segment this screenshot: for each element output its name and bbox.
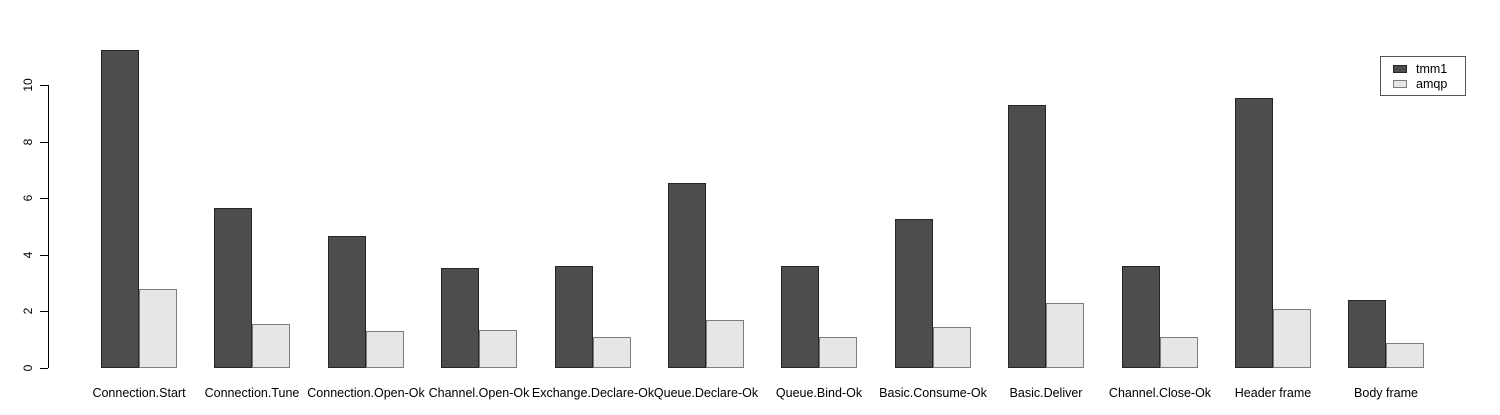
bar-amqp [706,320,744,368]
bar-tmm1 [214,208,252,368]
y-axis-tick [40,198,48,199]
bar-amqp [1386,343,1424,368]
x-axis-category-label: Exchange.Declare-Ok [531,386,655,400]
y-axis-tick-label: 0 [21,364,35,372]
bar-amqp [1273,309,1311,368]
bar-amqp [819,337,857,368]
x-axis-category-label: Connection.Open-Ok [307,386,425,400]
bar-tmm1 [781,266,819,368]
x-axis-category-label: Body frame [1354,386,1418,400]
legend-item-tmm1: tmm1 [1393,61,1465,76]
x-axis-category-label: Basic.Consume-Ok [879,386,987,400]
y-axis-tick [40,368,48,369]
bar-tmm1 [441,268,479,368]
bar-tmm1 [328,236,366,368]
x-axis-category-label: Channel.Close-Ok [1108,386,1212,400]
chart-legend: tmm1 amqp [1380,56,1466,96]
x-axis-category-label: Connection.Tune [204,386,300,400]
y-axis-tick [40,85,48,86]
x-axis-category-label: Queue.Declare-Ok [653,386,759,400]
bar-tmm1 [1122,266,1160,368]
bar-tmm1 [895,219,933,368]
bar-tmm1 [668,183,706,368]
y-axis-line [48,85,49,368]
y-axis-tick-label: 10 [21,78,35,92]
bar-tmm1 [1008,105,1046,368]
x-axis-category-label: Queue.Bind-Ok [775,386,863,400]
bar-amqp [1046,303,1084,368]
tmm1-swatch-icon [1393,64,1407,73]
amqp-swatch-icon [1393,79,1407,88]
x-axis-category-label: Channel.Open-Ok [428,386,530,400]
bar-amqp [593,337,631,368]
x-axis-category-label: Connection.Start [92,386,186,400]
legend-item-amqp: amqp [1393,76,1465,91]
bar-tmm1 [1348,300,1386,368]
bar-tmm1 [101,50,139,368]
bar-amqp [139,289,177,368]
y-axis-tick-label: 2 [21,307,35,315]
y-axis-tick-label: 4 [21,251,35,259]
y-axis-tick-label: 6 [21,194,35,202]
y-axis-tick [40,255,48,256]
bar-tmm1 [1235,98,1273,368]
y-axis-tick-label: 8 [21,138,35,146]
y-axis-tick [40,311,48,312]
y-axis-tick [40,142,48,143]
legend-label-amqp: amqp [1416,76,1448,91]
legend-label-tmm1: tmm1 [1416,61,1448,76]
bar-amqp [252,324,290,368]
bar-tmm1 [555,266,593,368]
bar-amqp [366,331,404,368]
bar-amqp [933,327,971,368]
bar-amqp [479,330,517,368]
x-axis-category-label: Basic.Deliver [1009,386,1083,400]
x-axis-category-label: Header frame [1234,386,1312,400]
bar-amqp [1160,337,1198,368]
